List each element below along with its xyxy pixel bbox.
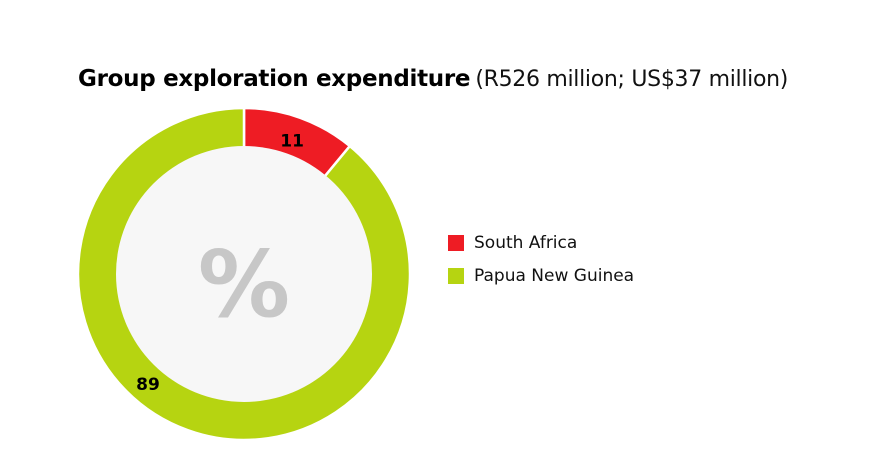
slice-labels: 11 89 — [136, 131, 304, 395]
donut-chart: % 11 89 — [76, 106, 412, 442]
percent-symbol: % — [198, 231, 290, 338]
slice-label-papua-new-guinea: 89 — [136, 375, 160, 395]
legend-label-papua-new-guinea: Papua New Guinea — [474, 266, 635, 286]
legend-swatch-papua-new-guinea — [448, 268, 464, 284]
legend-item-south-africa: South Africa — [448, 231, 634, 255]
legend-swatch-south-africa — [448, 235, 464, 251]
donut-hole — [116, 146, 372, 402]
slice-label-south-africa: 11 — [280, 131, 304, 151]
legend-label-south-africa: South Africa — [474, 233, 578, 253]
chart-title-main: Group exploration expenditure — [78, 66, 471, 92]
legend-item-papua-new-guinea: Papua New Guinea — [448, 264, 634, 288]
chart-title-subtitle: (R526 million; US$37 million) — [475, 67, 789, 92]
chart-title: Group exploration expenditure (R526 mill… — [78, 60, 788, 100]
legend: South Africa Papua New Guinea — [448, 231, 634, 297]
